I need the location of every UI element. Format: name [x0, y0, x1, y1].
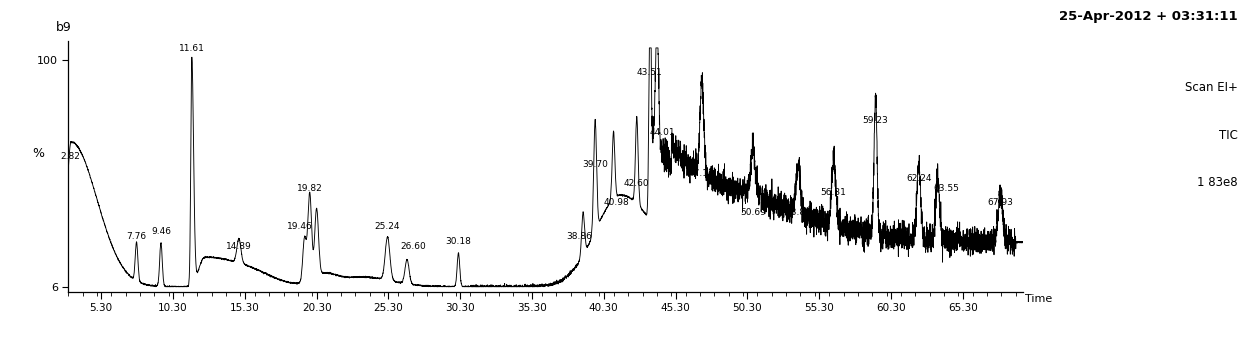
Text: 11.61: 11.61 — [179, 44, 205, 53]
Text: 63.55: 63.55 — [934, 184, 959, 193]
Text: Scan EI+: Scan EI+ — [1184, 81, 1238, 94]
Text: 25.24: 25.24 — [374, 222, 401, 231]
Text: 2.82: 2.82 — [60, 152, 79, 161]
Text: 26.60: 26.60 — [401, 241, 425, 251]
Text: 40.98: 40.98 — [604, 198, 629, 207]
Text: b9: b9 — [56, 21, 72, 34]
Text: 42.60: 42.60 — [624, 179, 650, 188]
Text: 19.82: 19.82 — [296, 184, 322, 193]
Text: Time: Time — [1025, 294, 1053, 304]
Text: 53.84: 53.84 — [785, 208, 811, 217]
Text: 47.13: 47.13 — [689, 169, 714, 178]
Text: 43.51: 43.51 — [637, 68, 662, 77]
Text: 62.24: 62.24 — [906, 174, 931, 183]
Text: 19.46: 19.46 — [288, 222, 312, 231]
Text: 59.23: 59.23 — [863, 116, 888, 125]
Text: 7.76: 7.76 — [126, 232, 146, 241]
Text: 44.01: 44.01 — [650, 128, 676, 137]
Text: TIC: TIC — [1219, 129, 1238, 142]
Text: 50.69: 50.69 — [740, 208, 766, 217]
Text: 25-Apr-2012 + 03:31:11: 25-Apr-2012 + 03:31:11 — [1059, 10, 1238, 23]
Text: 56.31: 56.31 — [821, 188, 847, 197]
Text: 38.86: 38.86 — [565, 232, 591, 241]
Text: 39.70: 39.70 — [583, 160, 608, 168]
Text: 9.46: 9.46 — [151, 227, 171, 236]
Text: %: % — [32, 147, 45, 160]
Text: 30.18: 30.18 — [445, 237, 471, 246]
Text: 67.93: 67.93 — [987, 198, 1013, 207]
Text: 14.89: 14.89 — [226, 241, 252, 251]
Text: 1 83e8: 1 83e8 — [1197, 176, 1238, 189]
